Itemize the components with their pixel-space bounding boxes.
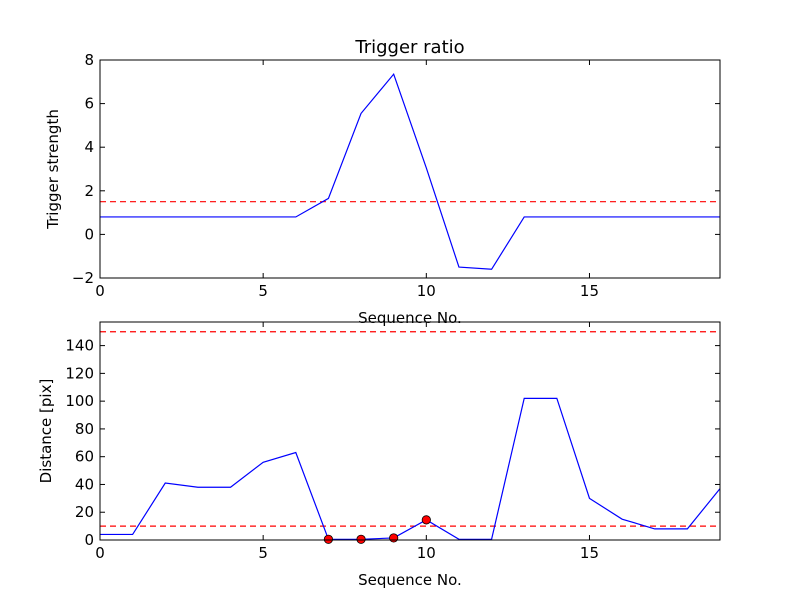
data-point-marker	[421, 515, 431, 525]
chart-title: Trigger ratio	[354, 37, 464, 58]
y-tick-label: 120	[65, 364, 94, 382]
y-tick-label: −2	[72, 269, 94, 287]
y-tick-label: 6	[84, 95, 94, 113]
y-tick-label: 0	[84, 531, 94, 549]
y-tick-label: 80	[75, 420, 94, 438]
x-tick-label: 0	[95, 544, 105, 562]
x-tick-label: 0	[95, 282, 105, 300]
trigger-ratio-chart: Trigger ratio Sequence No. Trigger stren…	[44, 37, 721, 327]
x-tick-label: 15	[580, 544, 599, 562]
y-tick-label: 20	[75, 503, 94, 521]
y-tick-label: 40	[75, 475, 94, 493]
y-tick-label: 0	[84, 225, 94, 243]
x-tick-label: 10	[417, 282, 436, 300]
distance-chart: Sequence No. Distance [pix] 0 5 10 15 0 20 40 6…	[37, 321, 721, 589]
plot-marks	[100, 72, 720, 270]
x-tick-label: 15	[580, 282, 599, 300]
y-axis-label: Trigger strength	[44, 109, 62, 230]
y-tick-label: 2	[84, 182, 94, 200]
x-tick-label: 10	[417, 544, 436, 562]
x-tick-label: 5	[258, 282, 268, 300]
x-tick-label: 5	[258, 544, 268, 562]
y-tick-label: 100	[65, 392, 94, 410]
axis-ticks: 0 5 10 15 0 20 40 60 80 100 120 140	[65, 322, 720, 562]
plot-frame	[99, 59, 721, 279]
y-tick-label: 8	[84, 51, 94, 69]
y-axis-label: Distance [pix]	[37, 379, 55, 484]
y-tick-label: 140	[65, 337, 94, 355]
data-point-marker	[323, 534, 334, 544]
y-tick-label: 4	[84, 138, 94, 156]
series-line	[100, 72, 720, 270]
series-line	[100, 397, 721, 540]
x-axis-label: Sequence No.	[358, 309, 462, 327]
plot-frame	[99, 321, 721, 541]
x-axis-label: Sequence No.	[358, 571, 462, 589]
data-point-marker	[356, 534, 366, 544]
plot-marks	[100, 331, 721, 544]
data-point-marker	[389, 533, 399, 543]
y-tick-label: 60	[75, 448, 94, 466]
